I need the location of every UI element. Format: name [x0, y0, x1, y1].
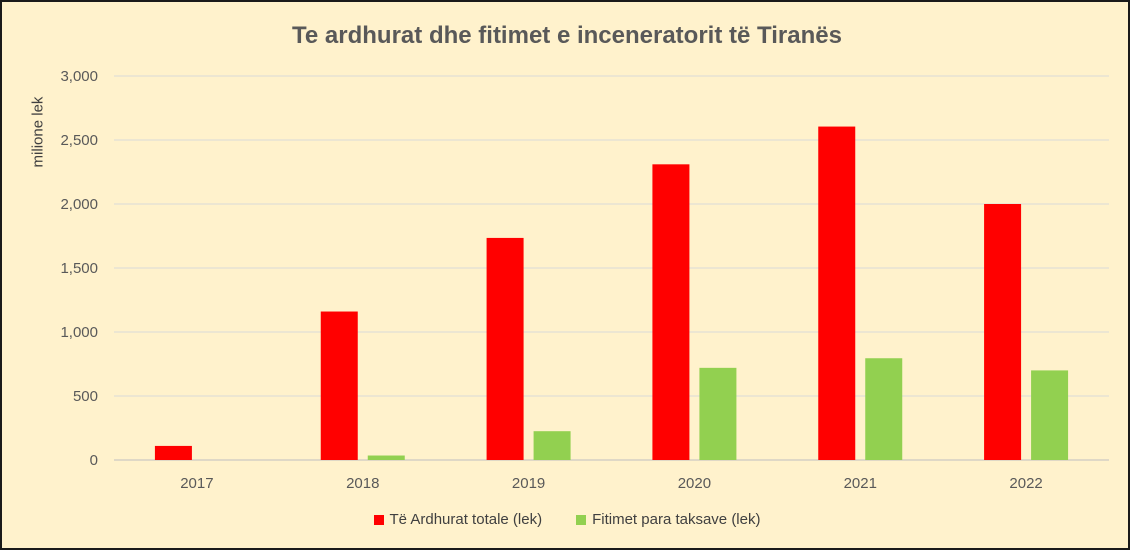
y-tick-label: 1,500: [60, 260, 98, 277]
bar: [1031, 370, 1069, 460]
y-tick-label: 3,000: [60, 68, 98, 85]
x-tick-label: 2019: [512, 475, 545, 492]
bar: [320, 311, 358, 460]
chart-title: Te ardhurat dhe fitimet e inceneratorit …: [292, 22, 842, 49]
x-tick-label: 2018: [346, 475, 379, 492]
legend-swatch: [576, 514, 587, 525]
legend-label: Fitimet para taksave (lek): [592, 511, 761, 528]
bar: [154, 445, 192, 460]
x-tick-label: 2020: [678, 475, 711, 492]
x-tick-label: 2022: [1009, 475, 1042, 492]
y-tick-label: 0: [90, 452, 98, 469]
y-tick-label: 2,000: [60, 196, 98, 213]
legend-item: Të Ardhurat totale (lek): [373, 511, 543, 528]
legend-swatch: [373, 514, 384, 525]
chart-legend: Të Ardhurat totale (lek) Fitimet para tak…: [2, 511, 1130, 528]
y-tick-label: 1,000: [60, 324, 98, 341]
x-tick-label: 2021: [844, 475, 877, 492]
legend-label: Të Ardhurat totale (lek): [389, 511, 543, 528]
x-tick-label: 2017: [180, 475, 213, 492]
bar: [699, 367, 737, 460]
bar: [984, 204, 1022, 460]
bar: [865, 358, 903, 460]
y-tick-label: 500: [73, 388, 98, 405]
bar: [486, 237, 524, 460]
y-tick-label: 2,500: [60, 132, 98, 149]
bar: [533, 431, 571, 460]
bar: [818, 126, 856, 460]
bar: [652, 164, 690, 460]
legend-item: Fitimet para taksave (lek): [576, 511, 760, 528]
bar: [367, 455, 405, 460]
